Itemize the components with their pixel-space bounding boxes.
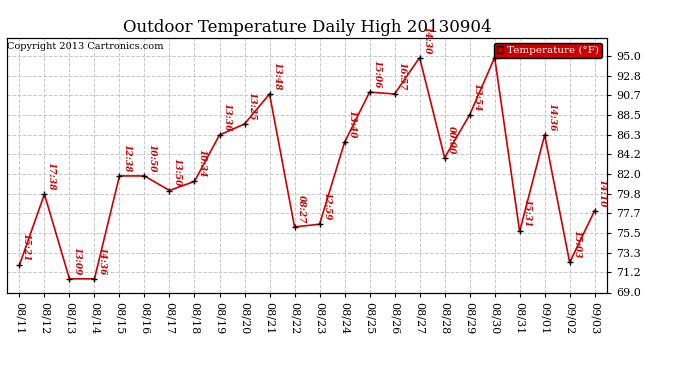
Text: 08:27: 08:27: [297, 195, 306, 223]
Text: 14:30: 14:30: [422, 26, 431, 54]
Text: 13:09: 13:09: [72, 247, 81, 275]
Text: 12:59: 12:59: [322, 192, 331, 220]
Text: 15:31: 15:31: [522, 200, 531, 228]
Text: 15:03: 15:03: [572, 230, 581, 259]
Text: 00:00: 00:00: [447, 126, 456, 154]
Text: 12:38: 12:38: [122, 144, 131, 172]
Title: Outdoor Temperature Daily High 20130904: Outdoor Temperature Daily High 20130904: [123, 19, 491, 36]
Text: 15:21: 15:21: [22, 233, 31, 261]
Text: 14:10: 14:10: [598, 178, 607, 207]
Text: 15:06: 15:06: [372, 60, 381, 88]
Text: 10:34: 10:34: [197, 149, 206, 178]
Text: 13:48: 13:48: [272, 62, 281, 90]
Text: 10:50: 10:50: [147, 144, 156, 172]
Text: 13:36: 13:36: [222, 103, 231, 131]
Text: 1: 1: [497, 48, 506, 54]
Legend: Temperature (°F): Temperature (°F): [494, 43, 602, 58]
Text: 13:54: 13:54: [472, 83, 481, 111]
Text: 16:57: 16:57: [397, 62, 406, 90]
Text: 14:36: 14:36: [97, 247, 106, 275]
Text: 13:40: 13:40: [347, 110, 356, 139]
Text: 13:25: 13:25: [247, 92, 256, 120]
Text: 17:38: 17:38: [47, 162, 56, 190]
Text: 14:36: 14:36: [547, 103, 556, 131]
Text: 13:50: 13:50: [172, 159, 181, 187]
Text: Copyright 2013 Cartronics.com: Copyright 2013 Cartronics.com: [7, 42, 164, 51]
